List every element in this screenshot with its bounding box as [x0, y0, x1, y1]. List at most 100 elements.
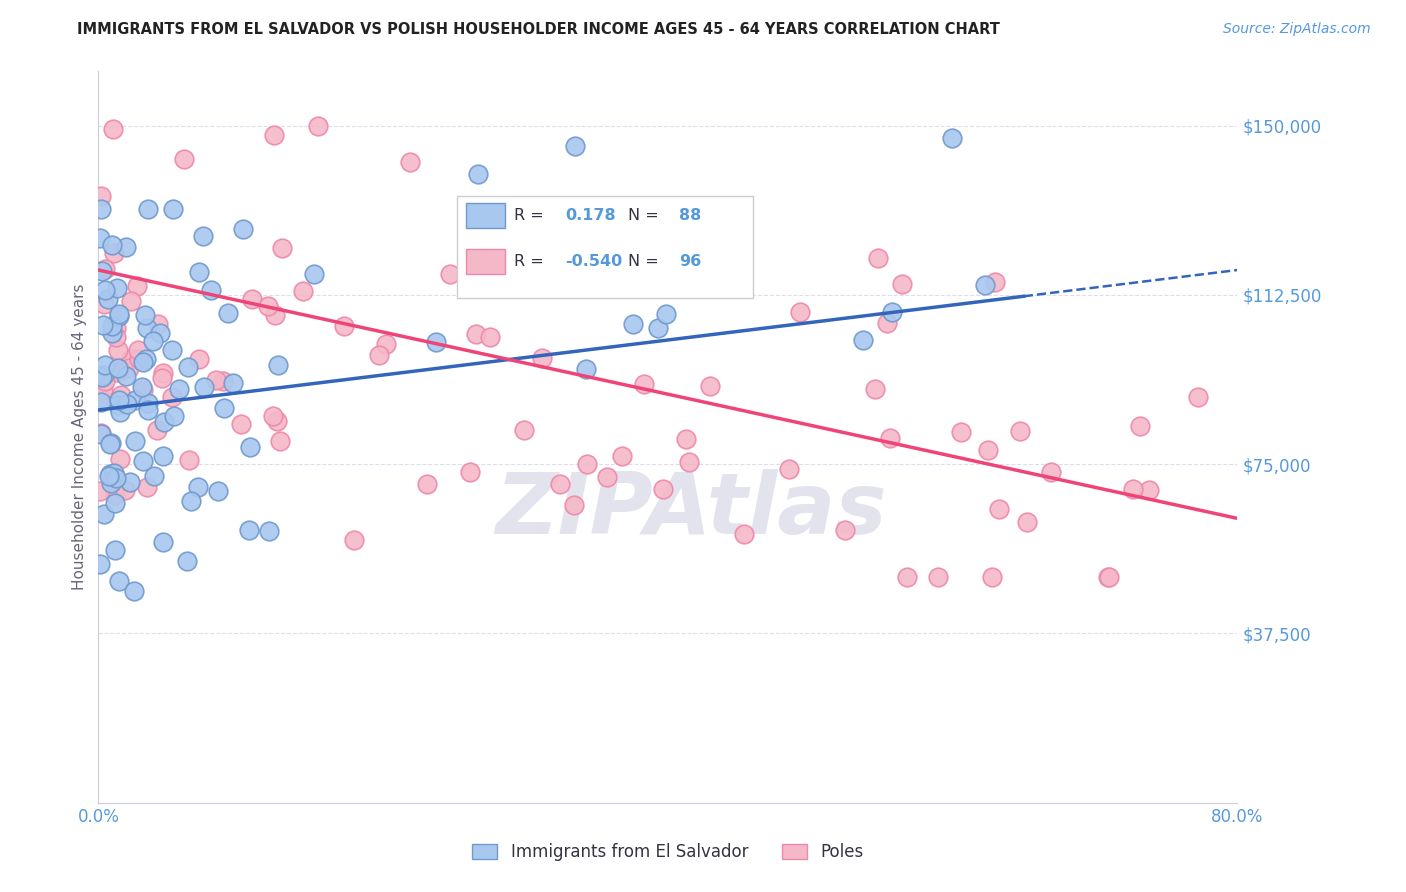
- Point: [89, 427, 111, 442]
- Point: [879, 431, 901, 445]
- Point: [90, 395, 112, 409]
- Text: 88: 88: [679, 208, 702, 223]
- Point: [647, 321, 669, 335]
- Text: Source: ZipAtlas.com: Source: ZipAtlas.com: [1223, 22, 1371, 37]
- Point: [180, 493, 202, 508]
- Point: [415, 477, 437, 491]
- Point: [110, 363, 132, 377]
- Point: [240, 292, 263, 306]
- Point: [187, 479, 209, 493]
- Point: [93, 368, 115, 383]
- Point: [107, 307, 129, 321]
- Point: [136, 403, 159, 417]
- Point: [98, 437, 121, 451]
- Point: [118, 475, 141, 490]
- Text: 0.178: 0.178: [565, 208, 616, 223]
- Point: [596, 469, 619, 483]
- Point: [101, 326, 124, 341]
- Y-axis label: Householder Income Ages 45 - 64 years: Householder Income Ages 45 - 64 years: [72, 284, 87, 591]
- Point: [439, 267, 461, 281]
- Point: [94, 358, 117, 372]
- Point: [104, 321, 127, 335]
- Point: [93, 297, 115, 311]
- Point: [105, 365, 128, 379]
- Point: [193, 380, 215, 394]
- Point: [212, 374, 235, 388]
- Point: [332, 318, 354, 333]
- Point: [122, 584, 145, 599]
- Point: [136, 480, 159, 494]
- Text: -0.540: -0.540: [565, 254, 623, 269]
- Point: [458, 465, 481, 479]
- Point: [107, 309, 129, 323]
- Point: [229, 417, 252, 432]
- Point: [633, 377, 655, 392]
- FancyBboxPatch shape: [467, 249, 505, 274]
- Point: [983, 275, 1005, 289]
- Point: [214, 401, 236, 416]
- Point: [398, 155, 420, 169]
- Point: [125, 279, 148, 293]
- Point: [974, 277, 997, 292]
- Point: [90, 425, 112, 440]
- Point: [98, 468, 121, 483]
- Point: [675, 432, 697, 446]
- Point: [977, 442, 1000, 457]
- Point: [368, 348, 391, 362]
- Point: [270, 241, 292, 255]
- Point: [262, 409, 284, 424]
- Point: [107, 343, 129, 358]
- Point: [104, 330, 127, 344]
- Point: [678, 455, 700, 469]
- Point: [128, 351, 150, 366]
- Point: [100, 238, 122, 252]
- Point: [550, 476, 572, 491]
- Point: [136, 321, 159, 335]
- Point: [93, 508, 115, 522]
- Point: [217, 306, 239, 320]
- Text: IMMIGRANTS FROM EL SALVADOR VS POLISH HOUSEHOLDER INCOME AGES 45 - 64 YEARS CORR: IMMIGRANTS FROM EL SALVADOR VS POLISH HO…: [77, 22, 1000, 37]
- Point: [104, 488, 127, 502]
- Point: [90, 202, 112, 216]
- Point: [103, 467, 125, 481]
- Point: [120, 294, 142, 309]
- Point: [263, 308, 285, 322]
- Point: [94, 375, 117, 389]
- Point: [981, 570, 1004, 584]
- Point: [136, 202, 159, 216]
- Point: [575, 362, 598, 376]
- Point: [146, 423, 169, 437]
- Point: [98, 467, 121, 482]
- Point: [115, 397, 138, 411]
- Point: [562, 498, 585, 512]
- Point: [205, 373, 228, 387]
- Point: [163, 409, 186, 423]
- Point: [131, 380, 153, 394]
- Point: [307, 119, 329, 133]
- Point: [136, 395, 159, 409]
- Point: [124, 434, 146, 449]
- Point: [949, 425, 972, 440]
- Point: [132, 383, 155, 397]
- Point: [162, 202, 184, 216]
- Point: [733, 527, 755, 541]
- Point: [1040, 465, 1063, 479]
- Point: [104, 471, 127, 485]
- Point: [882, 305, 904, 319]
- Point: [149, 326, 172, 341]
- Point: [222, 376, 245, 391]
- Point: [118, 361, 141, 376]
- Point: [834, 524, 856, 538]
- Point: [564, 139, 586, 153]
- Point: [100, 436, 122, 450]
- Point: [101, 121, 124, 136]
- Point: [108, 452, 131, 467]
- Point: [502, 277, 524, 291]
- Text: N =: N =: [628, 254, 659, 269]
- Point: [107, 361, 129, 376]
- Point: [232, 221, 254, 235]
- Point: [177, 360, 200, 375]
- Point: [176, 553, 198, 567]
- Point: [108, 574, 131, 588]
- Point: [114, 483, 136, 498]
